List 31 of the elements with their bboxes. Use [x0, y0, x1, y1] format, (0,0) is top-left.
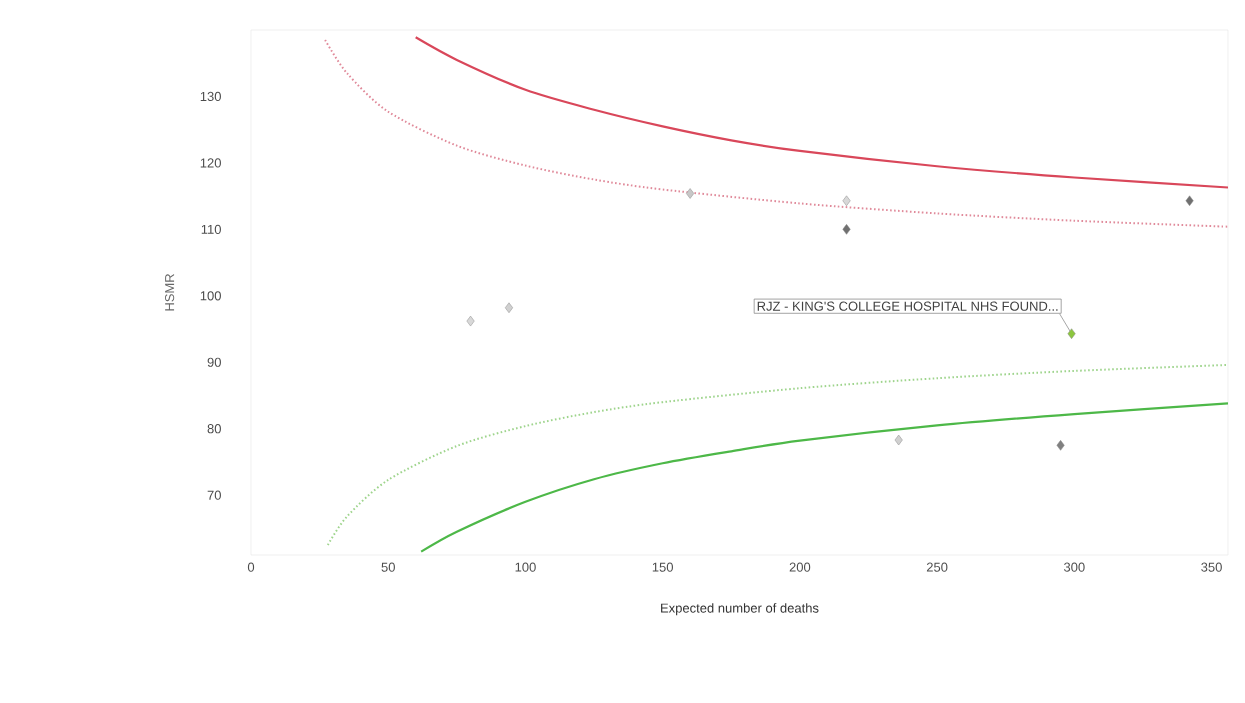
x-tick-label: 350: [1201, 562, 1222, 572]
y-tick-label: 130: [200, 91, 221, 102]
line-series: [420, 402, 1230, 553]
x-tick-label: 150: [652, 562, 673, 572]
y-tick-label: 100: [200, 291, 221, 301]
x-tick-label: 50: [381, 562, 395, 572]
point: [1185, 195, 1194, 207]
y-tick-label: 70: [207, 490, 221, 500]
x-tick-label: 200: [789, 562, 811, 572]
y-axis-title: HSMR: [165, 273, 175, 311]
annotation: RJZ - KING'S COLLEGE HOSPITAL NHS FOUND...: [757, 301, 1058, 311]
point: [504, 302, 513, 314]
line-series: [326, 363, 1229, 547]
point: [686, 188, 695, 199]
y-tick-label: 90: [207, 357, 221, 367]
x-tick-label: 100: [515, 562, 536, 572]
y-tick-label: 120: [200, 158, 221, 168]
point: [842, 195, 851, 207]
x-tick-label: 250: [926, 562, 948, 572]
y-tick-label: 110: [201, 224, 221, 234]
point: [894, 434, 903, 446]
x-tick-label: 300: [1063, 562, 1085, 572]
point: [466, 315, 475, 327]
line-series: [414, 36, 1230, 189]
x-tick-label: 0: [247, 562, 255, 572]
y-tick-label: 80: [207, 424, 221, 434]
point: [842, 224, 851, 235]
line-series: [324, 38, 1229, 228]
x-axis-title: Expected number of deaths: [661, 603, 819, 616]
point: [1067, 328, 1076, 339]
point: [1056, 440, 1065, 451]
